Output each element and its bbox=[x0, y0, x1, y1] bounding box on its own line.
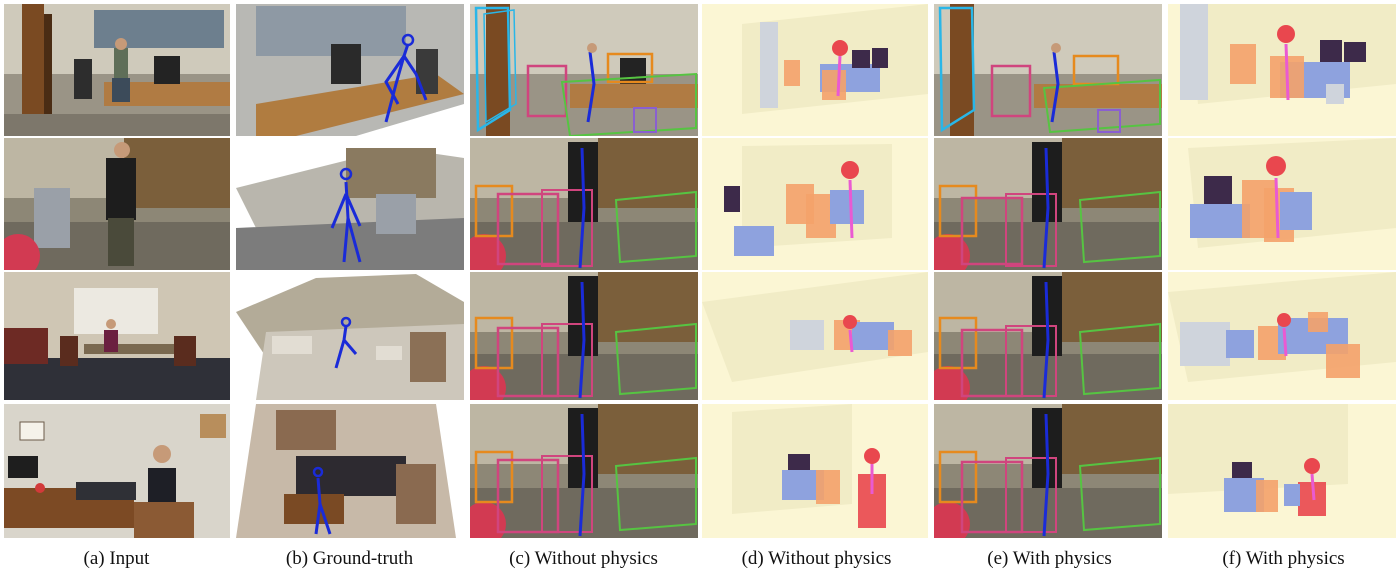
row1-overlay-without-physics bbox=[470, 4, 698, 136]
caption-c: (c) Without physics bbox=[509, 548, 658, 569]
row2-groundtruth-reconstruction bbox=[236, 138, 464, 270]
row2-overlay-with-physics bbox=[934, 138, 1162, 270]
row4-overlay-with-physics bbox=[934, 404, 1162, 538]
row3-input-photo bbox=[4, 272, 230, 400]
row2-render-with-physics bbox=[1168, 138, 1396, 270]
row3-render-without-physics bbox=[702, 272, 928, 400]
caption-row: (a) Input (b) Ground-truth (c) Without p… bbox=[0, 548, 1400, 574]
row2-input-photo bbox=[4, 138, 230, 270]
row4-overlay-without-physics bbox=[470, 404, 698, 538]
caption-d: (d) Without physics bbox=[741, 548, 892, 569]
row2-render-without-physics bbox=[702, 138, 928, 270]
caption-b: (b) Ground-truth bbox=[285, 548, 414, 569]
row1-groundtruth-reconstruction bbox=[236, 4, 464, 136]
row3-overlay-with-physics bbox=[934, 272, 1162, 400]
row3-overlay-without-physics bbox=[470, 272, 698, 400]
row2-overlay-without-physics bbox=[470, 138, 698, 270]
row1-render-with-physics bbox=[1168, 4, 1396, 136]
figure-grid bbox=[4, 4, 1396, 538]
row3-groundtruth-reconstruction bbox=[236, 272, 464, 400]
caption-f: (f) With physics bbox=[1222, 548, 1345, 569]
caption-e: (e) With physics bbox=[987, 548, 1112, 569]
row4-input-photo bbox=[4, 404, 230, 538]
row4-groundtruth-reconstruction bbox=[236, 404, 464, 538]
row1-input-photo bbox=[4, 4, 230, 136]
row3-render-with-physics bbox=[1168, 272, 1396, 400]
caption-a: (a) Input bbox=[83, 548, 150, 569]
row1-render-without-physics bbox=[702, 4, 928, 136]
row4-render-with-physics bbox=[1168, 404, 1396, 538]
row4-render-without-physics bbox=[702, 404, 928, 538]
row1-overlay-with-physics bbox=[934, 4, 1162, 136]
